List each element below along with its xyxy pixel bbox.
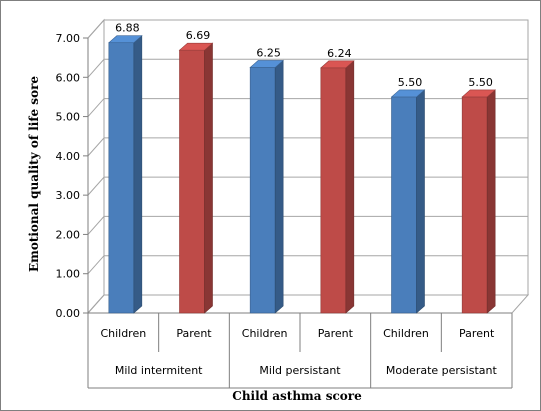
- bar-side: [416, 89, 425, 314]
- y-tick-label: 1.00: [56, 268, 81, 281]
- bar-side: [274, 59, 284, 314]
- y-tick-label: 3.00: [56, 189, 81, 202]
- bar-side: [204, 42, 213, 314]
- x-group-label: Moderate persistant: [386, 364, 498, 377]
- bar: [461, 89, 496, 314]
- x-category-label: Children: [383, 327, 429, 340]
- bar-side: [345, 60, 355, 314]
- bar-top: [178, 42, 214, 51]
- bar: [178, 42, 214, 314]
- x-axis-title: Child asthma score: [232, 389, 362, 403]
- gridline: [87, 176, 528, 196]
- x-category-label: Children: [100, 327, 146, 340]
- bar-front: [320, 67, 347, 314]
- y-tick-label: 4.00: [56, 150, 81, 163]
- y-tick-label: 6.00: [56, 71, 81, 84]
- bar: [249, 59, 284, 314]
- data-label: 6.24: [327, 47, 352, 60]
- data-label: 6.69: [186, 29, 211, 42]
- bar-front: [461, 96, 488, 314]
- x-category-label: Parent: [459, 327, 495, 340]
- y-tick-label: 7.00: [56, 32, 81, 45]
- data-label: 5.50: [468, 76, 493, 89]
- x-category-label: Children: [242, 327, 288, 340]
- y-tick-labels: 0.00 1.00 2.00 3.00 4.00 5.00 6.00 7.00: [56, 32, 81, 320]
- x-category-label: Parent: [176, 327, 212, 340]
- bar-top: [461, 89, 496, 98]
- bars: [108, 35, 496, 314]
- gridline: [87, 294, 528, 314]
- bar-top: [108, 35, 143, 44]
- bar-top: [249, 60, 284, 68]
- data-labels: 6.88 6.69 6.25 6.24 5.50 5.50: [115, 22, 493, 89]
- data-label: 5.50: [398, 76, 423, 89]
- data-label: 6.88: [115, 22, 140, 35]
- gridline: [87, 98, 528, 117]
- side-wall: [87, 18, 105, 315]
- x-axis: Children Parent Children Parent Children Pare…: [87, 313, 513, 389]
- data-label: 6.25: [256, 46, 281, 59]
- bar-front: [391, 96, 417, 314]
- gridline: [87, 137, 528, 157]
- x-group-label: Mild intermitent: [115, 364, 203, 377]
- bar-front: [249, 67, 276, 314]
- y-tick-label: 0.00: [56, 307, 81, 320]
- bar-top: [390, 89, 426, 98]
- y-axis-title: Emotional quality of life sore: [27, 76, 41, 272]
- gridline: [87, 58, 528, 78]
- gridline: [87, 19, 528, 39]
- bar: [320, 60, 355, 314]
- bar-side: [133, 35, 143, 314]
- y-tick-label: 5.00: [56, 111, 81, 124]
- bar: [108, 35, 143, 314]
- x-group-label: Mild persistant: [259, 364, 341, 377]
- bar-side: [486, 89, 496, 314]
- x-category-label: Parent: [318, 327, 354, 340]
- bar: [390, 89, 426, 314]
- bar-front: [179, 49, 205, 314]
- gridline: [87, 255, 528, 275]
- bar-front: [108, 42, 135, 314]
- bar-top: [320, 60, 355, 69]
- gridline: [87, 215, 528, 235]
- y-tick-label: 2.00: [56, 228, 81, 241]
